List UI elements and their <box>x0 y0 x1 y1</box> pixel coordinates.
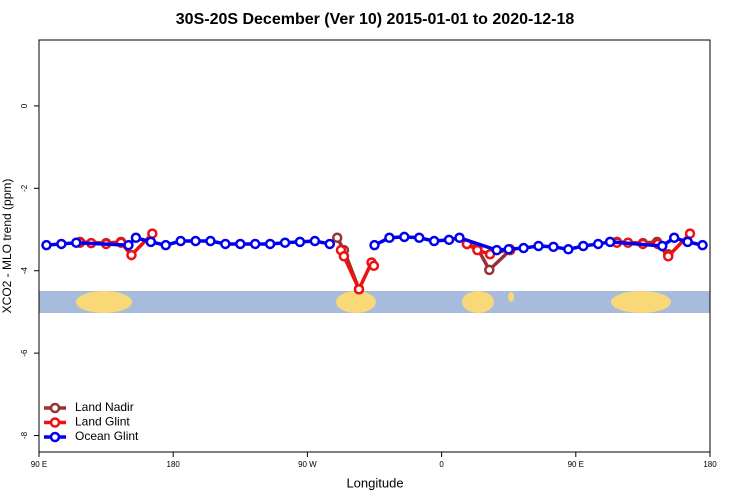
point <box>682 236 693 248</box>
y-axis-label: XCO2 - MLO trend (ppm) <box>0 179 14 314</box>
y-tick-label: -2 <box>20 184 29 192</box>
x-axis-label: Longitude <box>346 475 403 490</box>
point <box>399 231 410 243</box>
point <box>264 238 276 250</box>
point <box>384 232 395 244</box>
point <box>190 235 201 247</box>
y-tick-label: -4 <box>20 267 29 275</box>
map-strip <box>39 291 710 313</box>
legend-marker <box>49 417 61 428</box>
point <box>279 237 291 248</box>
point <box>160 239 171 251</box>
point <box>123 239 134 251</box>
point <box>126 249 137 261</box>
x-tick-label: 90 W <box>298 460 317 469</box>
point <box>220 238 231 250</box>
point <box>369 239 380 251</box>
point <box>684 228 696 239</box>
point <box>205 235 216 247</box>
legend-label: Land Nadir <box>75 400 134 414</box>
point <box>145 236 157 248</box>
point <box>235 238 246 250</box>
point <box>338 251 350 262</box>
point <box>443 234 455 246</box>
point <box>578 240 589 252</box>
series <box>41 231 708 256</box>
y-tick-label: -8 <box>20 431 29 439</box>
point <box>604 236 616 248</box>
x-tick-label: 180 <box>703 460 717 469</box>
point <box>175 235 186 247</box>
legend-label: Land Glint <box>75 415 130 429</box>
point <box>662 251 674 262</box>
point <box>668 232 680 244</box>
point <box>249 238 261 250</box>
y-tick-label: -6 <box>20 349 29 357</box>
chart-title: 30S-20S December (Ver 10) 2015-01-01 to … <box>176 11 575 28</box>
point <box>548 241 559 253</box>
point <box>56 238 67 250</box>
point <box>592 238 604 250</box>
point <box>533 240 544 252</box>
point <box>309 235 321 247</box>
point <box>71 237 82 248</box>
point <box>353 284 365 295</box>
point <box>491 244 503 256</box>
point <box>147 228 158 239</box>
point <box>484 264 495 276</box>
point <box>130 232 142 244</box>
x-tick-label: 90 E <box>568 460 584 469</box>
point <box>331 232 343 244</box>
point <box>454 232 465 244</box>
point <box>41 239 52 251</box>
point <box>697 239 708 251</box>
point <box>503 244 514 255</box>
point <box>657 240 668 252</box>
plot-frame <box>38 39 711 453</box>
point <box>368 260 380 272</box>
x-tick-label: 180 <box>167 460 181 469</box>
point <box>294 236 306 248</box>
legend-label: Ocean Glint <box>75 429 139 443</box>
legend-marker <box>49 402 61 414</box>
point <box>413 232 425 244</box>
point <box>518 242 529 254</box>
y-tick-label: 0 <box>20 103 29 108</box>
x-tick-label: 0 <box>439 460 444 469</box>
point <box>563 244 574 255</box>
point <box>324 238 336 250</box>
x-tick-label: 90 E <box>31 460 47 469</box>
legend-marker <box>49 431 61 443</box>
point <box>428 235 440 247</box>
point <box>472 244 483 256</box>
